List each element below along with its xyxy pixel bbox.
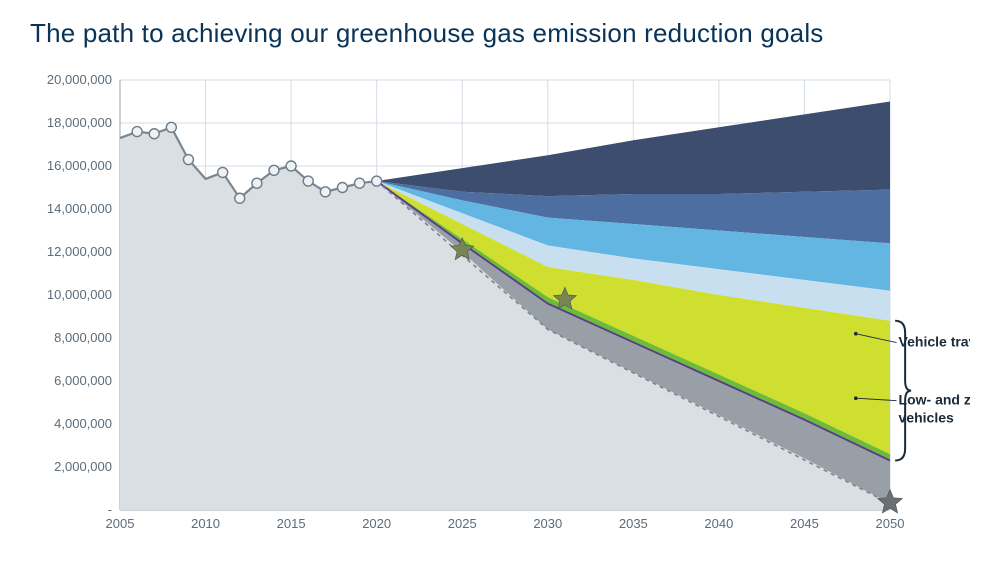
y-axis-label: 6,000,000 (54, 373, 112, 388)
historical-marker (149, 129, 159, 139)
x-axis-label: 2050 (876, 516, 905, 531)
x-axis-label: 2035 (619, 516, 648, 531)
historical-marker (303, 176, 313, 186)
y-axis-label: 4,000,000 (54, 416, 112, 431)
y-axis-label: 14,000,000 (47, 201, 112, 216)
annotation-label: Low- and zero-emissions (899, 392, 970, 408)
x-axis-label: 2005 (106, 516, 135, 531)
historical-marker (372, 176, 382, 186)
historical-marker (320, 187, 330, 197)
x-axis-label: 2020 (362, 516, 391, 531)
x-axis-label: 2015 (277, 516, 306, 531)
historical-marker (269, 165, 279, 175)
y-axis-label: 20,000,000 (47, 72, 112, 87)
x-axis-label: 2045 (790, 516, 819, 531)
x-axis-label: 2040 (704, 516, 733, 531)
historical-marker (183, 155, 193, 165)
y-axis-label: 16,000,000 (47, 158, 112, 173)
emissions-chart: - 2,000,000 4,000,000 6,000,000 8,000,000 10,… (30, 70, 970, 550)
historical-marker (252, 178, 262, 188)
y-axis-label: 18,000,000 (47, 115, 112, 130)
historical-marker (218, 167, 228, 177)
y-axis-label: 10,000,000 (47, 287, 112, 302)
annotation-label: Vehicle travel reduction (899, 334, 970, 350)
x-axis-label: 2025 (448, 516, 477, 531)
historical-marker (355, 178, 365, 188)
annotation-label: vehicles (899, 410, 954, 426)
historical-marker (337, 183, 347, 193)
historical-marker (235, 193, 245, 203)
historical-marker (166, 122, 176, 132)
y-axis-label: 8,000,000 (54, 330, 112, 345)
annotation-dot (854, 332, 858, 336)
y-axis-label: - (108, 502, 112, 517)
chart-container: - 2,000,000 4,000,000 6,000,000 8,000,000 10,… (30, 70, 970, 550)
historical-marker (286, 161, 296, 171)
annotation-dot (854, 396, 858, 400)
x-axis-label: 2010 (191, 516, 220, 531)
historical-marker (132, 127, 142, 137)
y-axis-label: 2,000,000 (54, 459, 112, 474)
x-axis-label: 2030 (533, 516, 562, 531)
chart-title: The path to achieving our greenhouse gas… (30, 18, 824, 49)
y-axis-label: 12,000,000 (47, 244, 112, 259)
